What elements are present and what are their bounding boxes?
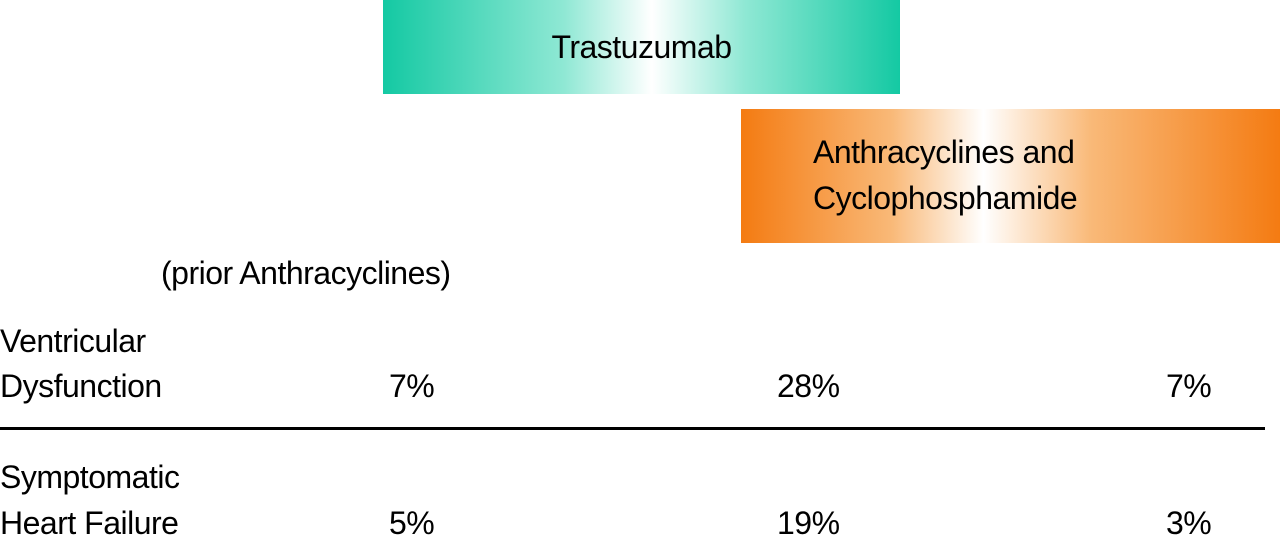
trastuzumab-label: Trastuzumab <box>551 28 732 65</box>
anthracyclines-label-line2: Cyclophosphamide <box>813 180 1078 216</box>
value-ventricular-combined: 28% <box>777 368 840 404</box>
value-heart-failure-trastuzumab: 5% <box>389 505 435 536</box>
value-heart-failure-anthracyclines: 3% <box>1166 505 1212 536</box>
column-note-prior-anthracyclines: (prior Anthracyclines) <box>161 255 451 291</box>
trastuzumab-band: Trastuzumab <box>383 0 900 94</box>
row-label-heart-failure-line2: Heart Failure <box>0 505 179 536</box>
value-heart-failure-combined: 19% <box>777 505 840 536</box>
anthracyclines-cyclophosphamide-band: Anthracyclines and Cyclophosphamide <box>741 109 1280 243</box>
anthracyclines-label-line1: Anthracyclines and <box>813 134 1075 170</box>
value-ventricular-trastuzumab: 7% <box>389 368 435 404</box>
row-label-ventricular-line1: Ventricular <box>0 323 146 359</box>
row-label-ventricular-line2: Dysfunction <box>0 368 162 404</box>
row-label-heart-failure-line1: Symptomatic <box>0 459 180 495</box>
value-ventricular-anthracyclines: 7% <box>1166 368 1212 404</box>
row-divider <box>0 427 1265 430</box>
